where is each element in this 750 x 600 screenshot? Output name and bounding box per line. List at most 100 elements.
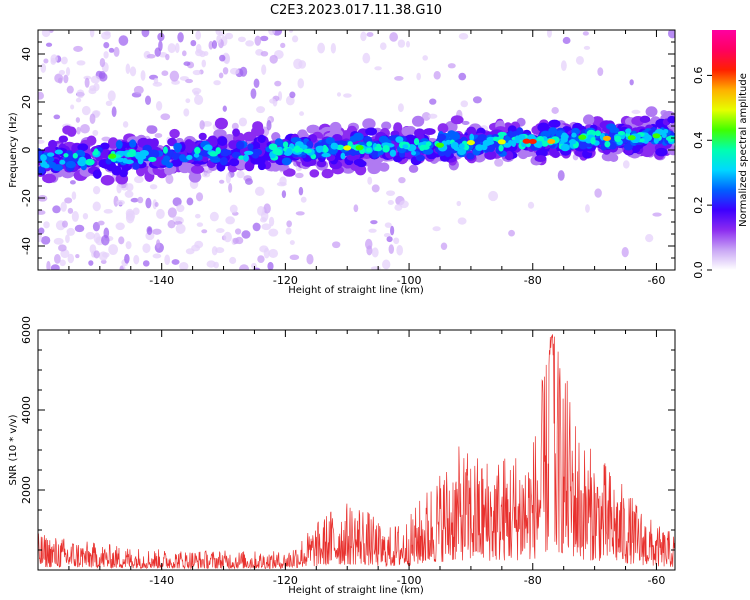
spectrogram-y-tick-label: 0 [20,147,33,154]
noise-speckle [171,259,180,265]
band-blob [356,160,367,168]
noise-speckle [286,220,292,228]
noise-speckle [152,81,163,87]
band-blob [247,143,254,151]
noise-speckle [172,197,182,207]
noise-speckle [295,172,304,179]
band-blob [86,135,97,146]
noise-speckle [585,204,590,213]
band-blob [617,130,626,136]
band-blob [329,121,342,133]
noise-speckle [456,200,462,207]
noise-speckle [183,108,190,117]
noise-speckle [293,58,303,70]
band-blob [100,174,115,186]
band-blob [42,173,57,184]
noise-speckle [185,98,191,104]
band-blob [408,164,419,173]
noise-speckle [225,172,231,184]
spectrogram-x-axis-label: Height of straight line (km) [288,285,424,296]
noise-speckle [398,176,406,184]
noise-speckle [103,51,109,59]
band-blob [605,123,617,130]
noise-speckle [261,223,272,231]
band-blob [466,152,475,160]
noise-speckle [43,221,50,229]
noise-speckle [266,120,272,131]
noise-speckle [269,54,278,64]
noise-speckle [154,202,159,207]
spectrogram-x-tick-label: -120 [273,274,298,287]
band-blob [552,150,560,158]
noise-speckle [102,252,110,258]
band-blob [124,159,134,165]
band-blob [560,136,568,143]
band-blob [243,131,255,142]
noise-speckle [245,40,255,47]
noise-speckle [161,70,169,77]
snr-y-tick-label: 2000 [20,476,33,504]
noise-speckle [154,133,163,138]
noise-speckle [172,216,183,222]
noise-speckle [332,241,341,249]
noise-speckle [297,78,305,89]
band-blob [402,144,409,149]
noise-speckle [156,239,161,249]
noise-speckle [560,60,567,72]
noise-speckle [384,222,392,228]
noise-speckle [60,201,67,212]
band-blob [401,126,415,137]
noise-speckle [388,244,395,255]
noise-speckle [43,58,49,64]
noise-speckle [125,63,131,75]
band-blob [457,148,467,156]
band-blob [119,169,128,178]
spectrogram-x-tick-label: -80 [524,274,542,287]
noise-speckle [382,259,391,270]
noise-speckle [89,30,95,38]
band-blob [268,143,278,151]
band-blob [172,153,179,161]
noise-speckle [82,212,89,220]
noise-speckle [389,32,399,42]
band-blob [653,136,660,144]
band-blob [548,119,561,128]
band-blob [115,140,123,150]
noise-speckle [53,114,61,120]
noise-speckle [58,244,67,252]
band-blob [541,140,549,147]
noise-speckle [52,205,61,214]
noise-speckle [254,186,265,197]
noise-speckle [371,184,380,193]
noise-speckle [70,104,75,110]
noise-speckle [137,196,144,204]
noise-speckle [186,197,194,206]
noise-speckle [429,98,437,105]
band-hotspot [602,135,611,141]
band-blob [244,160,255,172]
noise-speckle [289,254,300,261]
noise-speckle [371,247,379,258]
noise-speckle [268,248,279,258]
noise-speckle [562,36,571,45]
band-blob [450,141,459,150]
noise-speckle [145,197,152,209]
band-blob [423,128,436,135]
band-blob [503,142,512,148]
noise-speckle [209,211,219,222]
noise-speckle [251,262,257,269]
band-hotspot [466,139,475,146]
noise-speckle [88,260,94,266]
spectrogram-x-tick-label: -100 [397,274,422,287]
noise-speckle [458,72,467,81]
band-hotspot [578,134,587,140]
noise-speckle [306,253,314,265]
noise-speckle [276,181,287,187]
noise-speckle [231,122,239,131]
band-blob [625,128,632,134]
band-blob [330,142,339,150]
band-blob [322,146,329,153]
noise-speckle [140,70,146,81]
noise-speckle [285,227,292,235]
band-blob [492,136,500,142]
